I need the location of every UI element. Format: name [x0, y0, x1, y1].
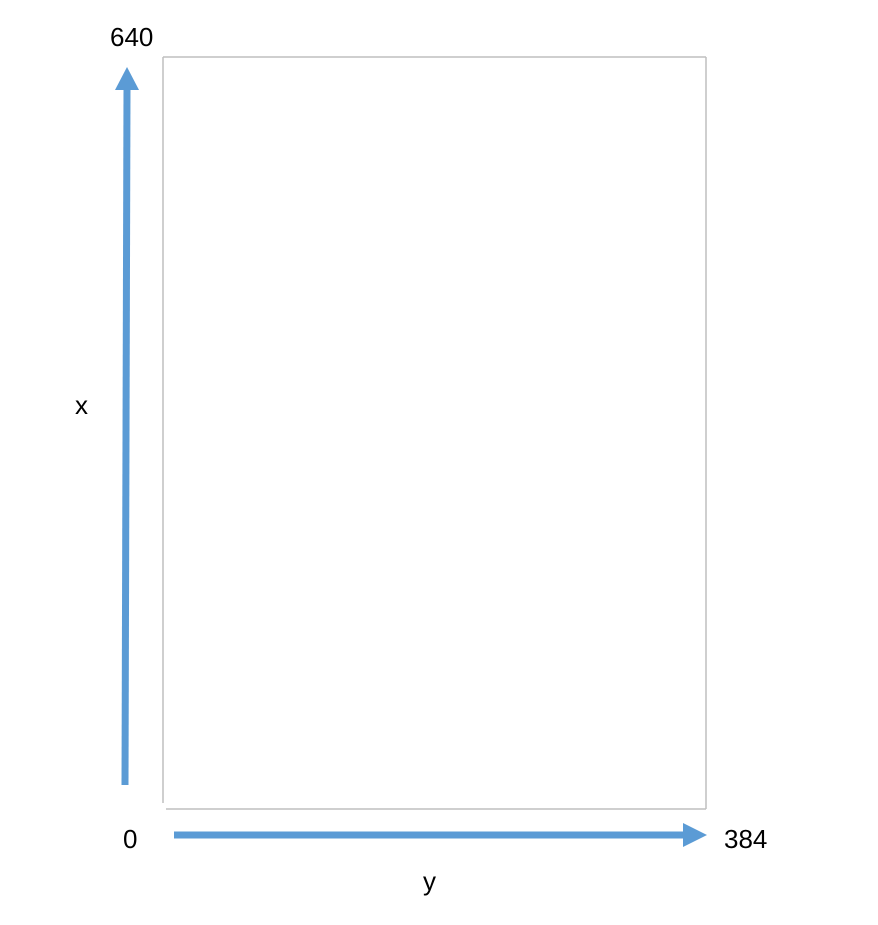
x-max-label: 640 — [110, 22, 154, 52]
x-axis-arrow — [115, 67, 139, 786]
y-axis-label: y — [423, 866, 436, 896]
y-axis-arrow — [174, 823, 707, 847]
origin-label: 0 — [123, 824, 138, 854]
frame-rectangle — [162, 56, 707, 810]
x-axis-label: x — [75, 390, 88, 420]
y-max-label: 384 — [724, 824, 768, 854]
